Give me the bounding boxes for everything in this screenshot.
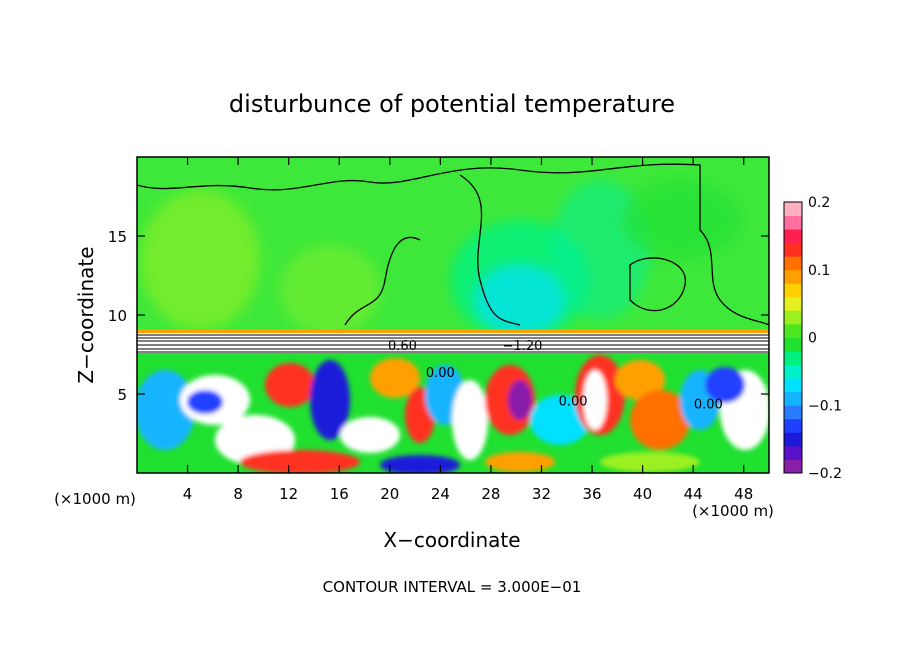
contour-label: 0.00: [694, 397, 723, 412]
colorbar-segment: [784, 364, 802, 379]
colorbar-segment: [784, 323, 802, 338]
x-axis-label: X−coordinate: [383, 528, 520, 552]
contour-label: 0.00: [426, 366, 455, 381]
y-axis-label: Z−coordinate: [74, 246, 98, 383]
colorbar-tick-label: −0.2: [808, 466, 842, 482]
y-tick-label: 10: [108, 307, 127, 325]
x-tick-label: 8: [233, 485, 243, 503]
x-tick-label: 12: [279, 485, 298, 503]
contour-label: −1.20: [503, 339, 543, 354]
contour-labels: 0.60 0.00 −1.20 0.00 0.00: [388, 339, 723, 412]
x-tick-label: 32: [532, 485, 551, 503]
x-tick-label: 36: [582, 485, 601, 503]
colorbar-segment: [784, 215, 802, 230]
colorbar: [783, 201, 803, 474]
colorbar-segment: [784, 283, 802, 298]
colorbar-segment: [784, 256, 802, 271]
contour-interval-note: CONTOUR INTERVAL = 3.000E−01: [323, 578, 582, 596]
colorbar-segment: [784, 229, 802, 244]
colorbar-tick-label: 0: [808, 331, 817, 347]
colorbar-segment: [784, 459, 802, 474]
x-tick-label: 16: [330, 485, 349, 503]
x-tick-label: 20: [380, 485, 399, 503]
contour-label: 0.00: [559, 394, 588, 409]
x-unit-label-left: (×1000 m): [54, 490, 136, 508]
colorbar-ticks: 0.2 0.1 0 −0.1 −0.2: [808, 195, 842, 482]
colorbar-segment: [784, 269, 802, 284]
chart-title: disturbunce of potential temperature: [229, 90, 675, 118]
colorbar-segment: [784, 242, 802, 257]
colorbar-segment: [784, 432, 802, 447]
colorbar-segment: [784, 445, 802, 460]
colorbar-segment: [784, 418, 802, 433]
y-axis-ticks: 5 10 15: [108, 228, 769, 404]
colorbar-segment: [784, 378, 802, 393]
colorbar-segment: [784, 202, 802, 216]
contour-label: 0.60: [388, 339, 417, 354]
colorbar-tick-label: 0.2: [808, 195, 830, 211]
colorbar-segment: [784, 296, 802, 311]
x-tick-label: 24: [431, 485, 450, 503]
colorbar-segment: [784, 405, 802, 420]
colorbar-segment: [784, 391, 802, 406]
colorbar-segment: [784, 310, 802, 325]
x-tick-label: 40: [633, 485, 652, 503]
y-tick-label: 15: [108, 228, 127, 246]
x-tick-label: 48: [734, 485, 753, 503]
y-tick-label: 5: [117, 386, 127, 404]
x-tick-label: 28: [481, 485, 500, 503]
colorbar-segment: [784, 351, 802, 365]
colorbar-tick-label: 0.1: [808, 263, 830, 279]
colorbar-segment: [784, 337, 802, 352]
colorbar-frame: [783, 201, 803, 474]
colorbar-tick-label: −0.1: [808, 398, 842, 414]
x-tick-label: 4: [183, 485, 193, 503]
x-unit-label-right: (×1000 m): [692, 502, 774, 520]
x-axis-ticks: 4 8 12 16 20 24 28 32 36 40 44 48: [183, 157, 753, 503]
x-tick-label: 44: [684, 485, 703, 503]
heatmap-field: [137, 157, 769, 473]
